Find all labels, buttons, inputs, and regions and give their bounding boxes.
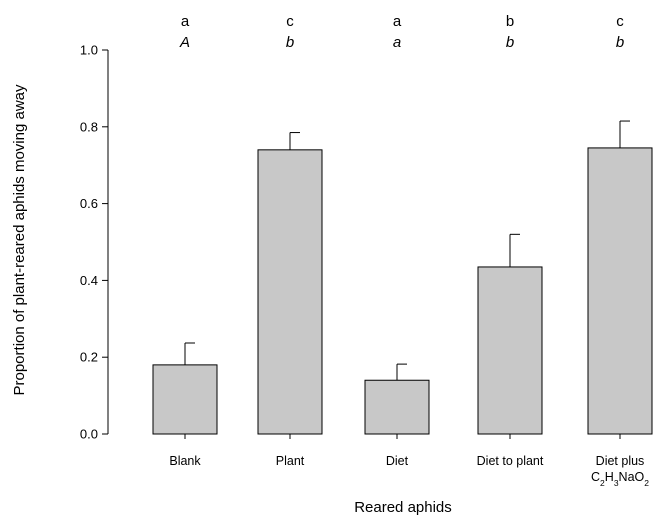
x-category-label: Blank [169, 454, 201, 468]
y-tick-label: 0.0 [80, 427, 98, 442]
significance-letter-upper: a [393, 13, 402, 30]
x-category-label: Diet plus [596, 454, 645, 468]
error-bars [184, 120, 630, 381]
y-tick-label: 0.4 [80, 273, 98, 288]
x-category-formula: C2H3NaO2 [591, 470, 649, 488]
significance-letter-lower: b [616, 34, 624, 51]
bar [477, 266, 543, 435]
x-axis-title: Reared aphids [354, 499, 452, 516]
x-category-label: Diet [386, 454, 409, 468]
y-tick-label: 0.6 [80, 196, 98, 211]
significance-letter-lower: a [393, 34, 401, 51]
bar [257, 149, 323, 435]
significance-letter-upper: a [181, 13, 190, 30]
bar [587, 147, 653, 435]
significance-letter-upper: b [506, 13, 514, 30]
significance-letters: a c a b cA b a b b [179, 13, 624, 51]
y-axis: 0.0 0.2 0.4 0.6 0.8 1.0 [80, 43, 109, 442]
bar [364, 379, 430, 435]
y-tick-label: 0.2 [80, 350, 98, 365]
bar [152, 364, 218, 435]
significance-letter-lower: b [506, 34, 514, 51]
x-category-label: Plant [276, 454, 305, 468]
y-tick-label: 0.8 [80, 119, 98, 134]
y-tick-label: 1.0 [80, 43, 98, 58]
x-category-label: Diet to plant [477, 454, 544, 468]
x-axis: Blank Plant Diet Diet to plant Diet plus C2H3… [169, 434, 649, 488]
significance-letter-upper: c [616, 13, 624, 30]
significance-letter-lower: A [179, 34, 190, 51]
y-axis-title: Proportion of plant-reared aphids moving… [11, 84, 28, 396]
bars [152, 147, 653, 435]
significance-letter-lower: b [286, 34, 294, 51]
significance-letter-upper: c [286, 13, 294, 30]
